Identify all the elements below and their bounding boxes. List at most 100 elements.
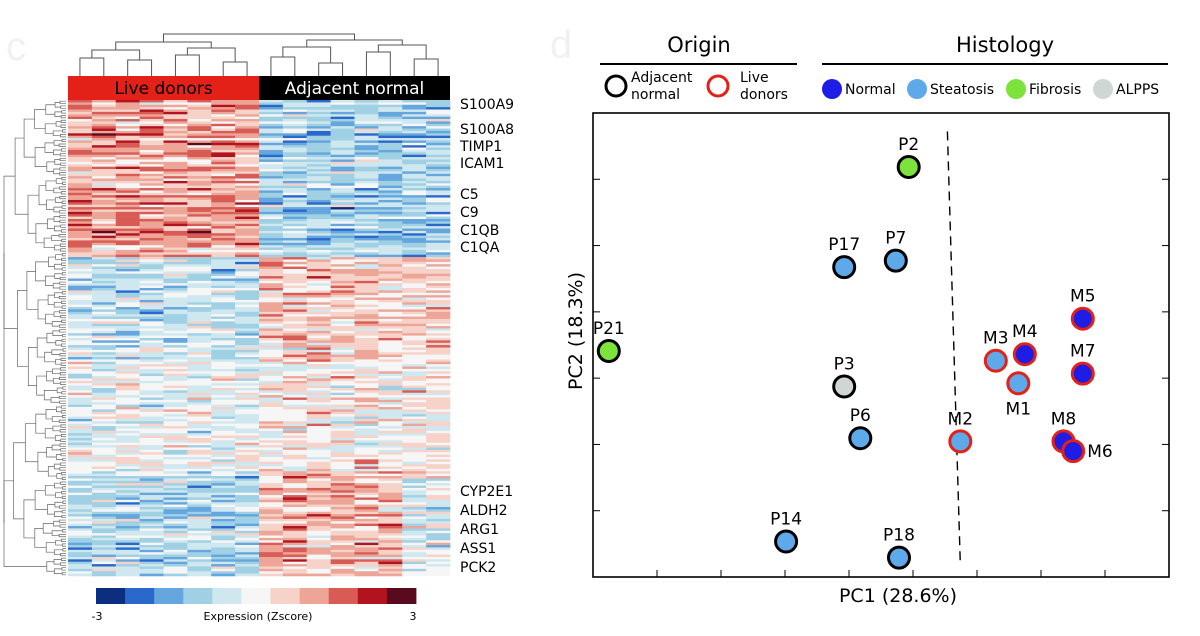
heatmap-cell: [330, 554, 355, 558]
heatmap-cell: [115, 178, 140, 182]
heatmap-cell: [163, 342, 188, 346]
heatmap-cell: [282, 433, 308, 436]
heatmap-cell: [402, 271, 427, 275]
heatmap-cell: [163, 492, 188, 496]
heatmap-cell: [235, 159, 260, 163]
heatmap-cell: [426, 407, 451, 410]
heatmap-cell: [139, 556, 164, 560]
heatmap-cell: [330, 278, 355, 282]
heatmap-cell: [426, 199, 451, 203]
heatmap-cell: [115, 509, 140, 513]
heatmap-cell: [306, 183, 331, 186]
heatmap-cell: [115, 397, 140, 401]
heatmap-cell: [163, 292, 188, 296]
heatmap-cell: [306, 326, 331, 329]
heatmap-cell: [354, 290, 379, 294]
heatmap-cell: [330, 257, 355, 260]
heatmap-cell: [235, 195, 260, 198]
heatmap-cell: [378, 373, 403, 377]
heatmap-cell: [139, 459, 164, 463]
heatmap-cell: [211, 223, 236, 227]
heatmap-cell: [91, 554, 117, 558]
heatmap-cell: [306, 361, 331, 365]
heatmap-cell: [235, 516, 260, 520]
heatmap-cell: [139, 380, 164, 384]
dendrogram-branch: [54, 501, 63, 508]
heatmap-cell: [91, 366, 117, 370]
heatmap-cell: [187, 228, 212, 232]
heatmap-cell: [378, 530, 403, 534]
heatmap-cell: [163, 261, 188, 265]
heatmap-cell: [426, 535, 451, 539]
heatmap-cell: [378, 404, 403, 408]
heatmap-cell: [378, 159, 403, 163]
heatmap-cell: [306, 152, 331, 156]
heatmap-cell: [235, 268, 260, 272]
heatmap-cell: [378, 387, 403, 391]
heatmap-cell: [163, 554, 188, 558]
heatmap-cell: [354, 307, 379, 310]
heatmap-cell: [68, 252, 93, 255]
heatmap-cell: [235, 506, 260, 510]
heatmap-cell: [68, 121, 93, 125]
heatmap-cell: [235, 376, 260, 379]
heatmap-cell: [187, 490, 212, 493]
heatmap-cell: [163, 461, 188, 465]
heatmap-cell: [139, 249, 164, 253]
heatmap-cell: [139, 221, 164, 225]
panel-letter-d: d: [550, 23, 572, 67]
dendrogram-branch: [282, 46, 332, 63]
heatmap-cell: [235, 499, 260, 503]
heatmap-cell: [330, 192, 355, 196]
heatmap-cell: [402, 207, 427, 210]
heatmap-cell: [115, 109, 140, 113]
heatmap-cell: [139, 273, 164, 277]
heatmap-cell: [91, 152, 117, 156]
heatmap-cell: [354, 445, 379, 448]
dendrogram-branch: [26, 271, 39, 310]
heatmap-cell: [378, 402, 403, 405]
heatmap-cell: [330, 133, 355, 136]
heatmap-cell: [402, 230, 427, 234]
heatmap-cell: [68, 533, 93, 536]
heatmap-cell: [68, 142, 93, 146]
heatmap-cell: [426, 209, 451, 213]
heatmap-cell: [139, 373, 164, 377]
heatmap-cell: [259, 161, 284, 165]
pca-point-p21: [596, 339, 621, 363]
heatmap-cell: [306, 526, 331, 529]
heatmap-cell: [91, 368, 117, 372]
heatmap-cell: [211, 554, 236, 558]
heatmap-cell: [91, 426, 117, 429]
heatmap-cell: [378, 176, 403, 179]
heatmap-cell: [354, 164, 379, 167]
heatmap-cell: [235, 554, 260, 558]
heatmap-cell: [259, 102, 284, 106]
heatmap-cell: [187, 545, 212, 548]
heatmap-cell: [259, 521, 284, 524]
heatmap-cell: [378, 323, 403, 327]
heatmap-cell: [68, 199, 93, 203]
colorbar-swatch: [154, 588, 184, 604]
heatmap-cell: [282, 395, 308, 398]
heatmap-cell: [306, 499, 331, 503]
heatmap-cell: [354, 180, 379, 184]
adjacent-normal-label: Adjacent normal: [285, 79, 424, 99]
heatmap-cell: [68, 280, 93, 284]
heatmap-cell: [139, 290, 164, 294]
heatmap-cell: [330, 376, 355, 379]
heatmap-cell: [354, 414, 379, 417]
heatmap-cell: [235, 552, 260, 555]
heatmap-cell: [282, 119, 308, 122]
heatmap-cell: [91, 421, 117, 424]
heatmap-cell: [235, 509, 260, 513]
heatmap-cell: [68, 552, 93, 555]
heatmap-cell: [259, 368, 284, 372]
heatmap-cell: [282, 328, 308, 332]
heatmap-cell: [426, 483, 451, 486]
dendrogram-branch: [62, 334, 66, 338]
heatmap-cell: [306, 252, 331, 255]
heatmap-cell: [402, 383, 427, 386]
heatmap-cell: [330, 530, 355, 534]
heatmap-cell: [354, 518, 379, 522]
